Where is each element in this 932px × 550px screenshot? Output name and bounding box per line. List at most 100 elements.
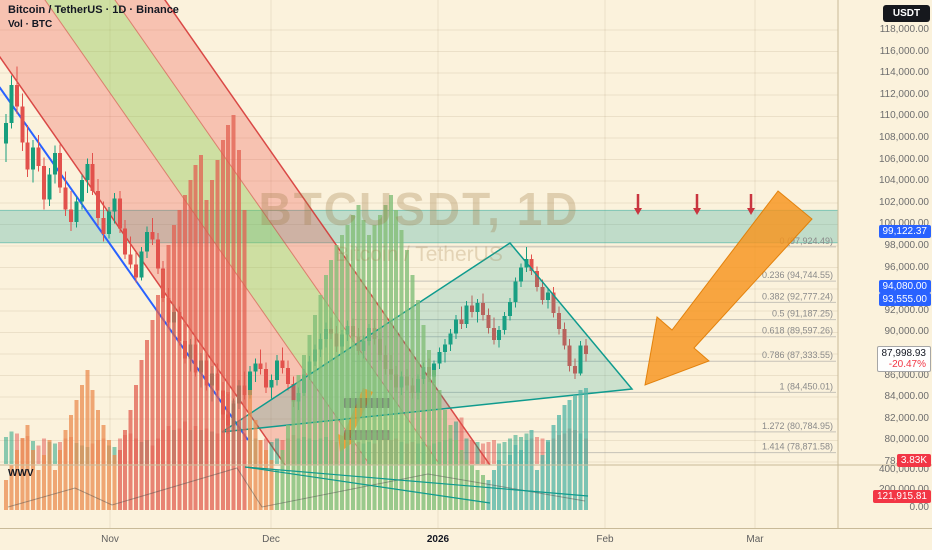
down-arrow-head[interactable] (747, 208, 755, 215)
wwv-bar (128, 410, 133, 510)
candle-body (20, 106, 25, 143)
volume-bar (14, 433, 19, 464)
time-axis[interactable]: Nov Dec 2026 Feb Mar (0, 528, 932, 550)
wwv-bar (90, 390, 95, 510)
wwv-bar (139, 360, 144, 510)
candle-body (25, 142, 30, 170)
price-tick-label: 80,000.00 (884, 434, 930, 446)
wwv-bar (556, 415, 561, 510)
candle-body (448, 333, 453, 345)
wwv-bar (415, 300, 420, 510)
candle-body (513, 281, 518, 303)
supply-zone[interactable] (0, 209, 838, 244)
candle-body (90, 163, 95, 191)
candle-body (155, 239, 160, 269)
wwv-bar (443, 410, 448, 510)
wwv-bar (4, 480, 8, 510)
wwv-bar (410, 275, 415, 510)
wwv-bar (63, 430, 68, 510)
big-orange-arrow[interactable] (644, 190, 813, 386)
wwv-bar (540, 455, 545, 510)
wwv-bar (470, 465, 475, 510)
wwv-bar (161, 270, 166, 510)
wwv-bar (340, 235, 345, 510)
red-down-arrows[interactable] (634, 194, 755, 215)
wwv-trendline[interactable] (244, 466, 491, 504)
wwv-bar (296, 375, 301, 510)
price-axis[interactable]: 118,000.00 116,000.00 114,000.00 112,000.00… (838, 0, 932, 528)
wwv-bar (453, 440, 458, 510)
volume-indicator-label[interactable]: Vol · BTC (8, 19, 53, 30)
wwv-bar (323, 275, 328, 510)
price-badge-level-94080: 94,080.00 (878, 280, 931, 293)
wwv-bar (101, 425, 106, 510)
wwv-bar (58, 450, 63, 510)
fib-label: 0.618 (89,597.26) (762, 326, 833, 336)
down-arrow-head[interactable] (693, 208, 701, 215)
wwv-bar (188, 180, 193, 510)
volume-bar (491, 440, 496, 464)
candle-body (443, 344, 448, 352)
candle-body (85, 163, 90, 181)
volume-bar (269, 441, 274, 464)
volume-bar (475, 441, 480, 464)
wwv-bar (318, 295, 323, 510)
wwv-bar (497, 460, 502, 510)
grid-horizontal (0, 29, 838, 463)
fib-retracement[interactable]: 0 (97,924.49) 0.236 (94,744.55) 0.382 (92,… (352, 236, 836, 454)
time-axis-label: Mar (746, 534, 764, 545)
wwv-bar (394, 210, 399, 510)
price-tick-label: 100,000.00 (878, 218, 929, 230)
candle-body (9, 85, 14, 123)
wwv-bar (388, 195, 393, 510)
wwv-bar (350, 215, 355, 510)
wwv-bar (106, 440, 111, 510)
price-tick-label: 110,000.00 (879, 110, 929, 122)
candle-body (546, 292, 550, 300)
candle-body (112, 198, 117, 212)
price-badge-level-93555: 93,555.00 (878, 293, 931, 306)
wwv-bar (85, 370, 90, 510)
candle-body (63, 187, 68, 210)
wwv-indicator-label[interactable]: WWV (8, 468, 34, 479)
candle-body (74, 201, 79, 223)
price-tick-label: 86,000.00 (884, 369, 930, 381)
candle-body (253, 363, 258, 372)
wwv-bar (226, 125, 231, 510)
wwv-bar (275, 470, 279, 510)
price-tick-label: 82,000.00 (884, 412, 930, 424)
wwv-tick-label: 200,000.00 (879, 484, 929, 495)
price-tick-label: 118,000.00 (879, 24, 929, 35)
wwv-bar (491, 470, 496, 510)
wwv-trendline[interactable] (244, 466, 589, 497)
wwv-bar (112, 455, 117, 510)
down-arrow-head[interactable] (634, 208, 642, 215)
candle-body (150, 231, 155, 240)
wwv-bar (464, 460, 469, 510)
wwv-bar (193, 165, 198, 510)
candle-body (139, 251, 144, 278)
candle-body (562, 329, 567, 346)
currency-toggle-button[interactable]: USDT (883, 5, 930, 22)
wwv-bar (399, 230, 404, 510)
symbol-title[interactable]: Bitcoin / TetherUS · 1D · Binance (8, 4, 179, 16)
supply-zone-fill[interactable] (0, 210, 838, 243)
wwv-bar (508, 455, 513, 510)
volume-bar (497, 443, 502, 464)
wwv-bar (215, 160, 220, 510)
candle-body (551, 292, 556, 313)
volume-bar (540, 438, 545, 464)
wwv-bar (583, 388, 588, 510)
wwv-bar (36, 470, 41, 510)
volume-bar (480, 443, 485, 464)
wwv-bar (41, 455, 46, 510)
fib-label: 0.786 (87,333.55) (762, 350, 833, 360)
wwv-bar (220, 140, 225, 510)
wwv-bar (573, 395, 578, 510)
price-tick-label: 102,000.00 (878, 196, 929, 208)
wwv-bar (480, 475, 485, 510)
wwv-bar (307, 335, 312, 510)
time-axis-label: 2026 (426, 534, 450, 545)
wwv-tick-label: 0.00 (909, 502, 929, 513)
